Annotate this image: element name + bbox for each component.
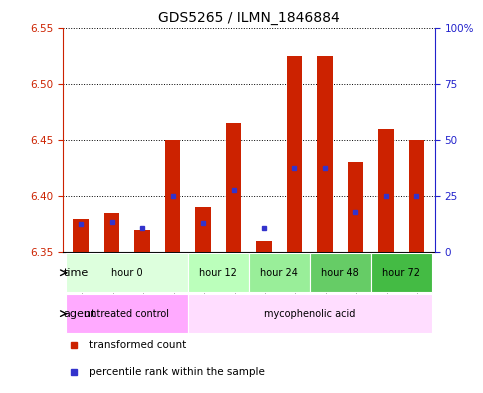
Bar	[249, 253, 310, 292]
Text: hour 0: hour 0	[111, 268, 142, 278]
Text: hour 48: hour 48	[321, 268, 359, 278]
Bar	[188, 253, 249, 292]
Bar	[134, 230, 150, 252]
Bar	[409, 140, 424, 252]
Bar	[165, 140, 180, 252]
Text: hour 72: hour 72	[382, 268, 420, 278]
Bar	[226, 123, 241, 252]
Bar	[317, 55, 333, 252]
Text: time: time	[63, 268, 89, 278]
Bar	[73, 219, 89, 252]
Text: agent: agent	[63, 309, 96, 319]
Bar	[196, 208, 211, 252]
Text: mycophenolic acid: mycophenolic acid	[264, 309, 355, 319]
Bar	[66, 294, 188, 333]
Title: GDS5265 / ILMN_1846884: GDS5265 / ILMN_1846884	[158, 11, 340, 25]
Bar	[348, 162, 363, 252]
Bar	[256, 241, 271, 252]
Bar	[370, 253, 432, 292]
Bar	[66, 253, 188, 292]
Bar	[287, 55, 302, 252]
Bar	[104, 213, 119, 252]
Text: transformed count: transformed count	[89, 340, 186, 350]
Bar	[378, 129, 394, 252]
Text: hour 24: hour 24	[260, 268, 298, 278]
Bar	[188, 294, 432, 333]
Text: hour 12: hour 12	[199, 268, 237, 278]
Text: percentile rank within the sample: percentile rank within the sample	[89, 367, 265, 377]
Bar	[310, 253, 370, 292]
Text: untreated control: untreated control	[85, 309, 170, 319]
